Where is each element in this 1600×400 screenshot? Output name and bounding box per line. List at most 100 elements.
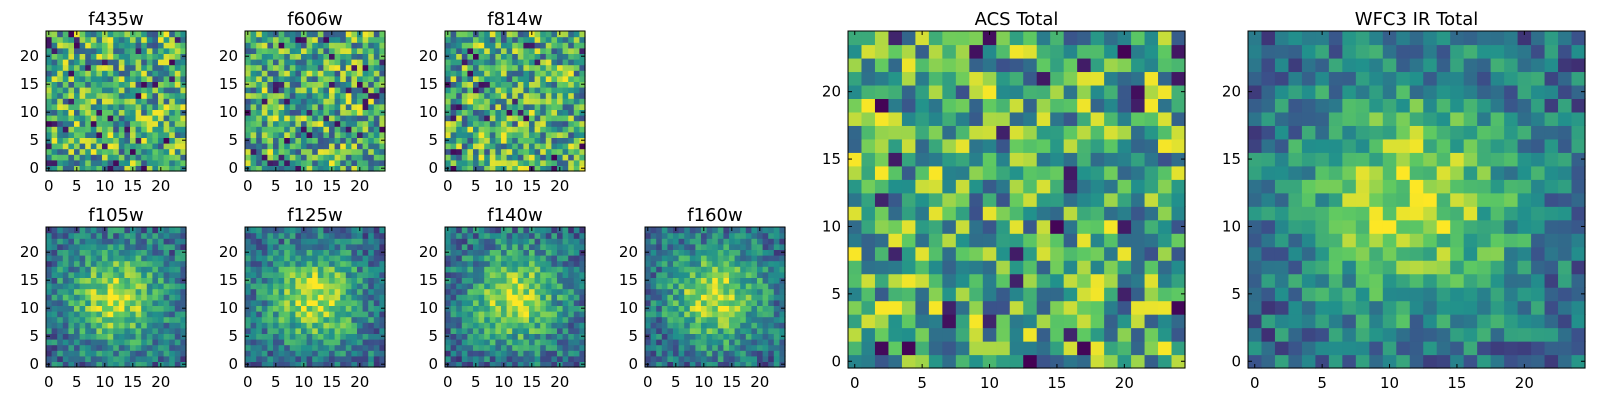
heatmap-cell bbox=[489, 126, 496, 133]
heatmap-cell bbox=[295, 143, 302, 150]
heatmap-cell bbox=[256, 120, 263, 127]
heatmap-cell bbox=[124, 75, 131, 82]
heatmap-cell bbox=[351, 137, 358, 144]
heatmap-cell bbox=[888, 287, 903, 302]
heatmap-cell bbox=[942, 192, 957, 207]
heatmap-cell bbox=[323, 322, 330, 329]
heatmap-cell bbox=[656, 277, 663, 284]
heatmap-cell bbox=[573, 143, 580, 150]
heatmap-cell bbox=[102, 283, 109, 290]
heatmap-cell bbox=[295, 355, 302, 362]
heatmap-cell bbox=[656, 266, 663, 273]
heatmap-cell bbox=[284, 47, 291, 54]
heatmap-cell bbox=[768, 288, 775, 295]
heatmap-cell bbox=[301, 266, 308, 273]
heatmap-cell bbox=[312, 143, 319, 150]
heatmap-cell bbox=[534, 42, 541, 49]
heatmap-cell bbox=[1009, 314, 1024, 329]
heatmap-cell bbox=[495, 92, 502, 99]
heatmap-cell bbox=[107, 148, 114, 155]
heatmap-cell bbox=[323, 327, 330, 334]
heatmap-cell bbox=[96, 120, 103, 127]
heatmap-cell bbox=[1117, 165, 1132, 180]
heatmap-cell bbox=[1023, 287, 1038, 302]
heatmap-cell bbox=[757, 294, 764, 301]
heatmap-cell bbox=[62, 81, 69, 88]
heatmap-cell bbox=[517, 137, 524, 144]
heatmap-cell bbox=[317, 109, 324, 116]
heatmap-cell bbox=[163, 283, 170, 290]
heatmap-cell bbox=[540, 232, 547, 239]
heatmap-cell bbox=[317, 271, 324, 278]
heatmap-cell bbox=[579, 227, 586, 234]
heatmap-cell bbox=[373, 159, 380, 166]
heatmap-cell bbox=[340, 327, 347, 334]
heatmap-cell bbox=[1144, 354, 1159, 369]
heatmap-cell bbox=[673, 339, 680, 346]
heatmap-cell bbox=[684, 355, 691, 362]
heatmap-cell bbox=[568, 36, 575, 43]
axes-frame bbox=[45, 226, 187, 368]
heatmap-cell bbox=[645, 311, 652, 318]
heatmap-cell bbox=[667, 238, 674, 245]
heatmap-cell bbox=[362, 92, 369, 99]
heatmap-cell bbox=[373, 70, 380, 77]
heatmap-cell bbox=[62, 137, 69, 144]
heatmap-cell bbox=[512, 120, 519, 127]
heatmap-cell bbox=[141, 339, 148, 346]
heatmap-cell bbox=[562, 59, 569, 66]
heatmap-cell bbox=[848, 327, 863, 342]
heatmap-cell bbox=[848, 179, 863, 194]
heatmap-cell bbox=[573, 232, 580, 239]
heatmap-cell bbox=[135, 137, 142, 144]
heatmap-cell bbox=[323, 355, 330, 362]
heatmap-cell bbox=[562, 350, 569, 357]
heatmap-cell bbox=[261, 339, 268, 346]
heatmap-cell bbox=[757, 355, 764, 362]
heatmap-cell bbox=[729, 243, 736, 250]
heatmap-cell bbox=[323, 277, 330, 284]
heatmap-cell bbox=[357, 81, 364, 88]
heatmap-cell bbox=[706, 327, 713, 334]
heatmap-cell bbox=[861, 354, 876, 369]
heatmap-cell bbox=[701, 305, 708, 312]
heatmap-cell bbox=[955, 233, 970, 248]
heatmap-cell bbox=[345, 148, 352, 155]
heatmap-cell bbox=[68, 327, 75, 334]
heatmap-cell bbox=[848, 260, 863, 275]
heatmap-cell bbox=[158, 64, 165, 71]
heatmap-cell bbox=[501, 288, 508, 295]
heatmap-cell bbox=[467, 36, 474, 43]
heatmap-cell bbox=[334, 271, 341, 278]
heatmap-cell bbox=[278, 81, 285, 88]
heatmap-cell bbox=[712, 333, 719, 340]
heatmap-cell bbox=[915, 233, 930, 248]
heatmap-cell bbox=[1117, 341, 1132, 356]
heatmap-cell bbox=[529, 311, 536, 318]
heatmap-cell bbox=[261, 115, 268, 122]
heatmap-cell bbox=[124, 115, 131, 122]
heatmap-cell bbox=[306, 109, 313, 116]
heatmap-cell bbox=[684, 294, 691, 301]
heatmap-cell bbox=[473, 238, 480, 245]
heatmap-cell bbox=[562, 316, 569, 323]
heatmap-cell bbox=[368, 165, 375, 172]
heatmap-cell bbox=[467, 154, 474, 161]
y-tick-label: 20 bbox=[20, 243, 39, 261]
heatmap-cell bbox=[1171, 246, 1186, 261]
heatmap-cell bbox=[661, 355, 668, 362]
heatmap-cell bbox=[461, 283, 468, 290]
heatmap-cell bbox=[351, 75, 358, 82]
heatmap-cell bbox=[113, 350, 120, 357]
heatmap-cell bbox=[456, 115, 463, 122]
heatmap-cell bbox=[169, 148, 176, 155]
heatmap-cell bbox=[1131, 273, 1146, 288]
heatmap-cell bbox=[90, 305, 97, 312]
heatmap-cell bbox=[506, 316, 513, 323]
heatmap-cell bbox=[928, 341, 943, 356]
heatmap-cell bbox=[146, 64, 153, 71]
heatmap-cell bbox=[85, 288, 92, 295]
heatmap-cell bbox=[534, 126, 541, 133]
heatmap-cell bbox=[267, 227, 274, 234]
heatmap-cell bbox=[473, 271, 480, 278]
